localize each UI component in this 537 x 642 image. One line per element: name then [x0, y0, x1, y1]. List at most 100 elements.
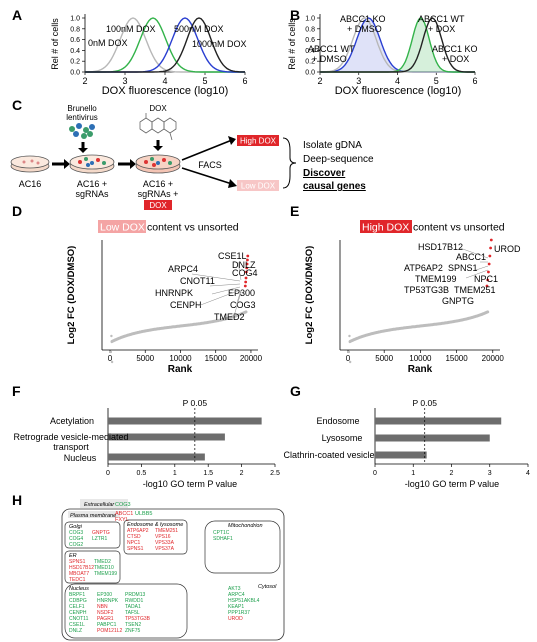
gene-name: SPNS1 [127, 546, 144, 552]
panel-d: D Low DOX content vs unsorted 0 5000 10000… [12, 203, 263, 375]
plasma-gene-abcc1: ABCC1 [115, 511, 133, 517]
gene-name: POM121L2 [97, 628, 123, 634]
bracket-brace [282, 137, 297, 189]
panel-f-term-retrograde-1: Retrograde vesicle-mediated [13, 432, 128, 442]
x-tick-label: 3 [356, 76, 361, 86]
arrow-head-facs-low [228, 179, 237, 188]
ac16-label: AC16 [19, 179, 42, 189]
panel-f-x-ticks: 0 0.5 1 1.5 2 2.5 [106, 464, 280, 477]
panel-f-x-label: -log10 GO term P value [143, 479, 237, 489]
ac16-sgrna-label-2: sgRNAs [75, 189, 109, 199]
y-tick-label: 1.0 [70, 16, 80, 23]
x-tick-label: 4 [162, 76, 167, 86]
x-tick-label: 6 [472, 76, 477, 86]
dox-badge-label: DOX [149, 201, 167, 210]
dish-ac16-icon [10, 155, 50, 173]
x-tick-label: 0 [373, 470, 377, 477]
panel-b-label-ko-dmso-2: + DMSO [347, 24, 382, 34]
arrow-head-right-2 [130, 159, 136, 169]
panel-f-threshold-label: P 0.05 [183, 398, 208, 408]
panel-b-curves [319, 17, 475, 73]
panel-d-title-highlight-text: Low DOX [100, 222, 145, 234]
panel-a: A 2 3 4 5 6 0.0 0.2 0.4 0.6 0.8 1.0 Rel # of cell… [12, 7, 248, 97]
rank-point [348, 334, 351, 338]
step-isolate-gdna: Isolate gDNA [303, 140, 362, 151]
golgi-gene: COG3 [69, 530, 83, 536]
gene-ep300: EP300 [228, 288, 255, 298]
brunello-label-2: lentivirus [66, 113, 98, 122]
panel-b-label-ko-dox-1: ABCC1 KO [432, 44, 478, 54]
gene-dnlz: DNLZ [232, 260, 256, 270]
gene-name: NPC1 [127, 540, 141, 546]
x-tick-label: 1 [173, 470, 177, 477]
gene-name: BRPF1 [69, 592, 85, 598]
x-tick-label: 2 [450, 470, 454, 477]
gene-spns1: SPNS1 [448, 263, 478, 273]
gene-name: CTSD [127, 534, 141, 540]
golgi-gene: GNPTG [92, 530, 110, 536]
hit-point [244, 280, 248, 284]
nucleus-genes: BRPF1 EP300 PRDM13 CDBPG HNRNPK RWDD1 CELF1 NBN… [69, 592, 151, 634]
panel-a-y-ticks: 0.0 0.2 0.4 0.6 0.8 1.0 [70, 16, 85, 77]
panel-d-title-highlight [98, 220, 146, 233]
endosome-genes: ATP6AP2 TMEM251 CTSD VPS16 NPC1 VPS33A SPNS1 VP… [127, 528, 178, 552]
x-tick-label: 2.5 [270, 470, 280, 477]
panel-a-x-label: DOX fluorescence (log10) [102, 85, 229, 97]
gene-gnptg: GNPTG [442, 296, 474, 306]
rank-point [347, 350, 351, 354]
dox-label: DOX [149, 104, 167, 113]
gene-name: TMED2 [94, 559, 111, 565]
step-deep-sequence: Deep-sequence [303, 154, 374, 165]
gene-name: CNOT11 [69, 616, 89, 622]
hit-point [487, 262, 491, 266]
panel-g: G 0 1 2 3 4 P 0.05 Endosome Lysosome Clathri… [283, 383, 530, 489]
gene-name: MBOAT7 [69, 571, 89, 577]
panel-f: F 0 0.5 1 1.5 2 2.5 P 0.05 Acetylation Retrog… [12, 383, 280, 489]
gene-name: VPS37A [155, 546, 175, 552]
gene-name: EP300 [97, 592, 112, 598]
panel-d-points [109, 254, 250, 364]
rank-curve [348, 310, 490, 343]
y-tick-label: 0.2 [70, 59, 80, 66]
panel-e-x-ticks: 0 5000 10000 15000 20000 [346, 350, 504, 363]
er-box [64, 550, 121, 584]
hit-point [486, 278, 490, 282]
plasma-gene-fxyl: FXYL [115, 517, 129, 523]
gene-name: CENPH [69, 610, 87, 616]
y-tick-label: 0.4 [70, 48, 80, 55]
gene-npc1: NPC1 [474, 274, 498, 284]
gene-cog3: COG3 [230, 300, 256, 310]
panel-a-label-0nm: 0nM DOX [88, 38, 128, 48]
gene-name: TEDC1 [69, 577, 86, 583]
panel-g-term-lysosome: Lysosome [322, 433, 363, 443]
plasma-membrane-box [61, 508, 285, 641]
x-tick-label: 5000 [136, 354, 154, 363]
gene-name: RWDD1 [125, 598, 143, 604]
panel-g-bars [375, 417, 502, 459]
hit-point [489, 238, 493, 242]
y-tick-label: 0.8 [305, 26, 315, 33]
hit-point [243, 284, 247, 288]
extracellular-box [80, 499, 128, 508]
step-discover: Discover [303, 168, 345, 179]
panel-e-title-rest: content vs unsorted [413, 222, 505, 234]
er-label: ER [69, 553, 77, 559]
x-tick-label: 4 [395, 76, 400, 86]
panel-g-term-endosome: Endosome [316, 416, 359, 426]
bar [108, 433, 225, 441]
gene-name: PPP1R37 [228, 610, 250, 616]
cytosol-label: Cytosol [258, 584, 277, 590]
x-tick-label: 3 [122, 76, 127, 86]
x-tick-label: 2 [82, 76, 87, 86]
low-dox-label: Low DOX [241, 182, 276, 191]
arrow-head-right-1 [64, 159, 70, 169]
low-dox-badge [237, 180, 279, 191]
hit-point [246, 258, 249, 262]
panel-b: B 2 3 4 5 6 0.0 0.2 0.4 0.6 0.8 1.0 Rel # of cell… [287, 7, 478, 97]
x-tick-label: 15000 [445, 354, 468, 363]
gene-name: VPS16 [155, 534, 171, 540]
y-tick-label: 0.0 [70, 70, 80, 77]
panel-e: E High DOX content vs unsorted 0 5000 1000… [290, 203, 521, 375]
rank-curve [110, 310, 248, 343]
